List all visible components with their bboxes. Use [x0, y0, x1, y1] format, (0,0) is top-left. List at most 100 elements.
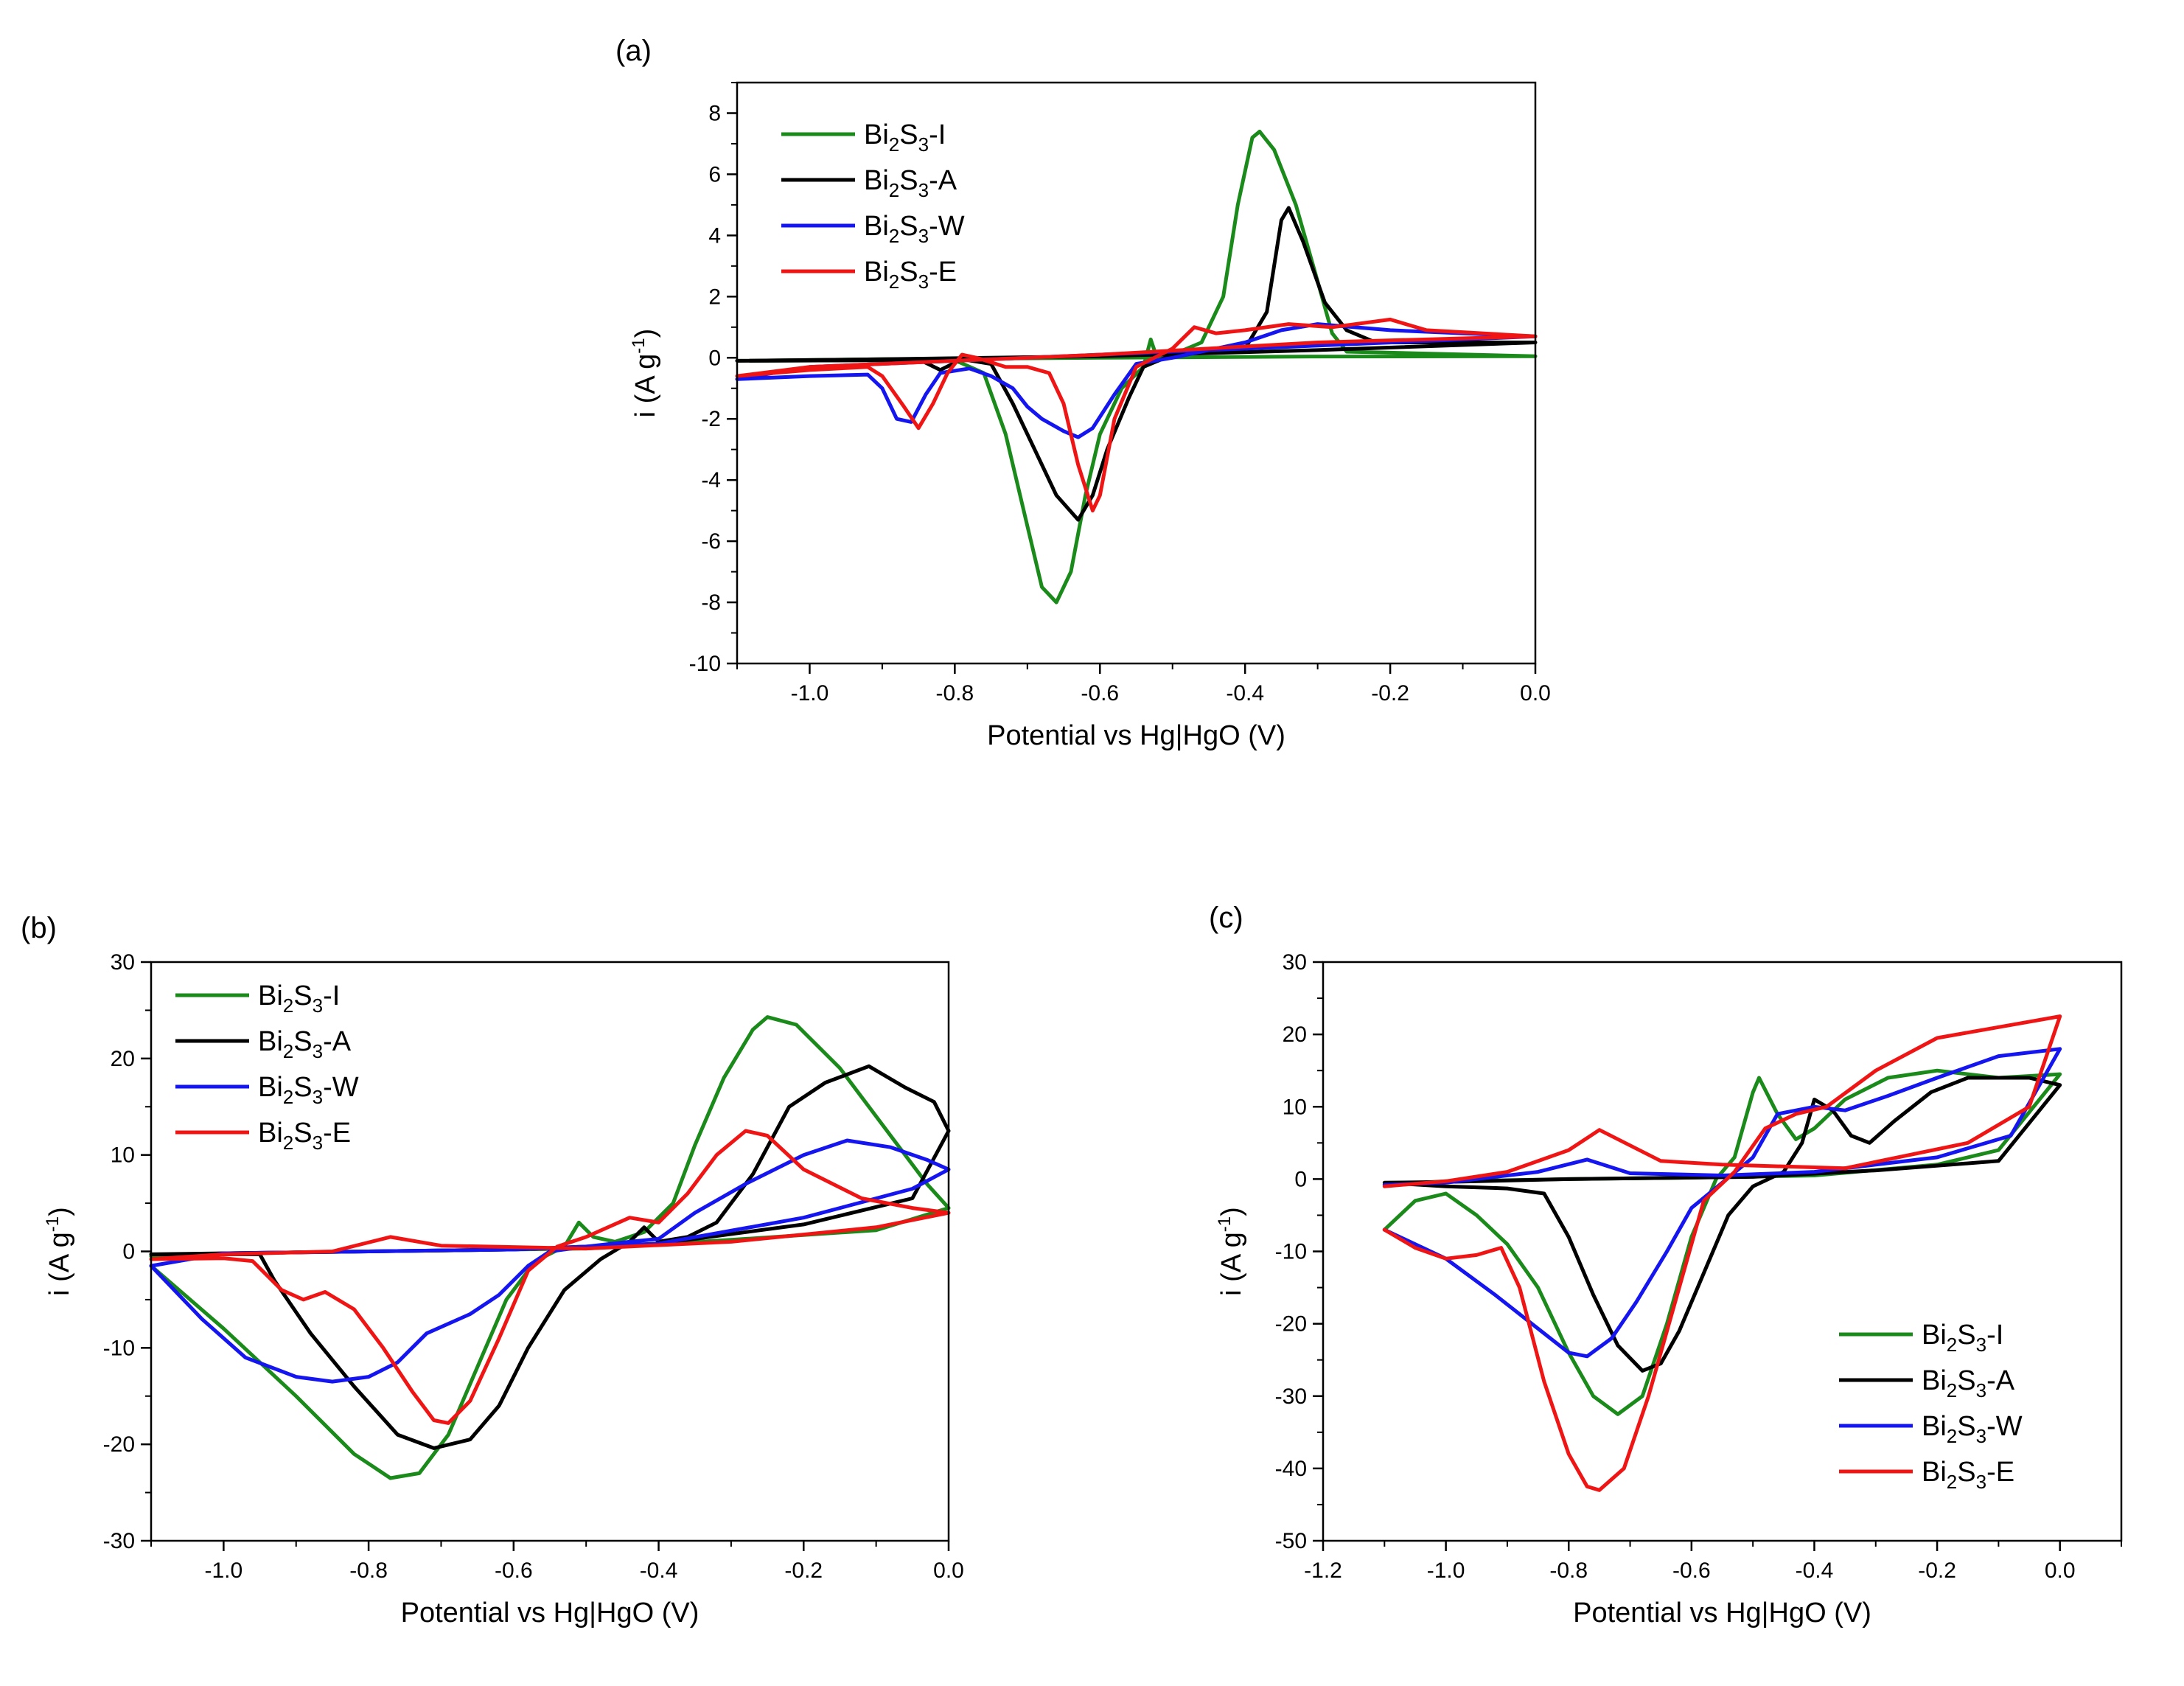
- y-axis-title-close: ): [630, 329, 661, 338]
- legend-subscript: 2: [889, 271, 899, 293]
- y-tick-label-a: 4: [708, 223, 721, 248]
- plot-frame-c: [1322, 961, 2123, 1542]
- legend-entry-a-e: Bi2S3-E: [864, 257, 957, 293]
- legend-name-part: -I: [323, 980, 340, 1011]
- x-tick-label-b: -0.2: [784, 1558, 823, 1583]
- legend-name-part: S: [899, 257, 918, 288]
- legend-entry-a-a: Bi2S3-A: [864, 165, 957, 201]
- y-tick-label-b: 20: [111, 1047, 135, 1071]
- curves-a: [735, 129, 1538, 605]
- panel-label-b: (b): [21, 912, 57, 944]
- series-line-b-w: [149, 1138, 951, 1384]
- y-axis-title-a: i (A g-1): [629, 329, 661, 418]
- series-line-c-w: [1382, 1047, 2062, 1359]
- panel-a: (a) -1.0 -0.8 -0.6 -0.4 -0.2 0.0 -10 -8 -6 -4 -2 0 2 4…: [615, 35, 1551, 751]
- legend-name-part: Bi: [864, 119, 889, 150]
- y-axis-title-b: i (A g-1): [43, 1207, 75, 1296]
- legend-entry-c-w: Bi2S3-W: [1922, 1411, 2023, 1447]
- legend-name-part: -W: [1986, 1411, 2023, 1442]
- legend-name-part: S: [293, 1026, 312, 1057]
- x-tick-label-a: -0.8: [936, 681, 974, 706]
- y-tick-label-a: -8: [701, 591, 721, 615]
- y-tick-label-b: -10: [103, 1336, 135, 1360]
- legend-subscript: 3: [918, 179, 929, 201]
- legend-subscript: 3: [313, 994, 323, 1017]
- legend-subscript: 3: [1976, 1471, 1986, 1493]
- series-line-c-i: [1382, 1068, 2062, 1416]
- y-tick-label-c: -40: [1275, 1457, 1307, 1481]
- x-axis-title-a: Potential vs Hg|HgO (V): [987, 720, 1285, 751]
- legend-subscript: 3: [313, 1086, 323, 1108]
- x-tick-label-b: 0.0: [933, 1558, 964, 1583]
- y-tick-label-a: -4: [701, 468, 721, 492]
- y-tick-label-c: -30: [1275, 1384, 1307, 1409]
- legend-entry-a-i: Bi2S3-I: [864, 119, 946, 156]
- series-line-a-e: [735, 317, 1538, 513]
- legend-subscript: 3: [313, 1040, 323, 1062]
- legend-entry-b-w: Bi2S3-W: [258, 1072, 359, 1108]
- y-axis-title-sup: -1: [1215, 1216, 1235, 1232]
- x-tick-label-b: -1.0: [205, 1558, 243, 1583]
- y-tick-label-a: 0: [708, 346, 721, 370]
- panel-label-c: (c): [1209, 902, 1243, 934]
- legend-subscript: 3: [1976, 1334, 1986, 1356]
- x-tick-label-c: -0.6: [1672, 1558, 1711, 1583]
- legend-name-part: S: [899, 119, 918, 150]
- y-tick-label-c: 0: [1294, 1167, 1307, 1191]
- legend-subscript: 3: [313, 1132, 323, 1154]
- legend-name-part: Bi: [1922, 1320, 1947, 1351]
- y-tick-label-c: -20: [1275, 1312, 1307, 1337]
- curves-b: [149, 1015, 951, 1480]
- legend-name-part: S: [293, 1072, 312, 1103]
- y-tick-label-b: 30: [111, 950, 135, 975]
- legend-subscript: 3: [1976, 1379, 1986, 1401]
- legend-name-part: Bi: [1922, 1365, 1947, 1396]
- y-tick-label-a: -10: [689, 652, 721, 676]
- x-axis-title-c: Potential vs Hg|HgO (V): [1573, 1598, 1871, 1628]
- legend-name-part: Bi: [258, 1026, 283, 1057]
- legend-name-part: -E: [929, 257, 957, 288]
- series-line-b-i: [149, 1015, 951, 1480]
- y-axis-title-base: i (A g: [630, 354, 661, 418]
- legend-name-part: S: [293, 1118, 312, 1149]
- x-tick-label-c: -0.8: [1549, 1558, 1588, 1583]
- legend-name-part: Bi: [258, 1072, 283, 1103]
- legend-name-part: S: [1957, 1457, 1975, 1488]
- y-tick-label-a: 2: [708, 285, 721, 309]
- y-tick-label-a: 8: [708, 101, 721, 125]
- legend-name-part: -E: [1986, 1457, 2014, 1488]
- y-axis-title-sup: -1: [43, 1216, 63, 1232]
- x-axis-title-b: Potential vs Hg|HgO (V): [401, 1598, 699, 1628]
- legend-subscript: 3: [918, 225, 929, 247]
- y-tick-label-a: -2: [701, 407, 721, 431]
- panel-b: (b) -1.0 -0.8 -0.6 -0.4 -0.2 0.0 -30 -20 -10 0 10 20…: [21, 912, 964, 1628]
- series-line-c-e: [1382, 1014, 2062, 1492]
- legend-name-part: S: [1957, 1365, 1975, 1396]
- y-tick-label-c: 20: [1283, 1023, 1307, 1047]
- legend-subscript: 2: [283, 1132, 293, 1154]
- x-tick-label-c: 0.0: [2045, 1558, 2076, 1583]
- y-axis-title-base: i (A g: [44, 1232, 75, 1296]
- x-tick-label-b: -0.6: [495, 1558, 533, 1583]
- legend-entry-a-w: Bi2S3-W: [864, 211, 965, 247]
- x-tick-label-c: -1.2: [1304, 1558, 1342, 1583]
- x-tick-label-b: -0.8: [349, 1558, 388, 1583]
- plot-frame-a: [736, 81, 1537, 665]
- legend-name-part: Bi: [864, 211, 889, 242]
- legend-subscript: 3: [918, 133, 929, 156]
- y-tick-label-b: 0: [122, 1240, 135, 1264]
- legend-entry-b-a: Bi2S3-A: [258, 1026, 352, 1062]
- legend-entry-c-a: Bi2S3-A: [1922, 1365, 2015, 1401]
- legend-subscript: 2: [1947, 1471, 1957, 1493]
- legend-name-part: Bi: [1922, 1411, 1947, 1442]
- y-tick-label-c: -50: [1275, 1529, 1307, 1553]
- legend-name-part: Bi: [864, 165, 889, 196]
- legend-subscript: 3: [918, 271, 929, 293]
- x-tick-label-c: -1.0: [1427, 1558, 1465, 1583]
- y-axis-title-c: i (A g-1): [1215, 1207, 1247, 1296]
- legend-entry-b-i: Bi2S3-I: [258, 980, 340, 1017]
- panel-label-a: (a): [615, 35, 652, 67]
